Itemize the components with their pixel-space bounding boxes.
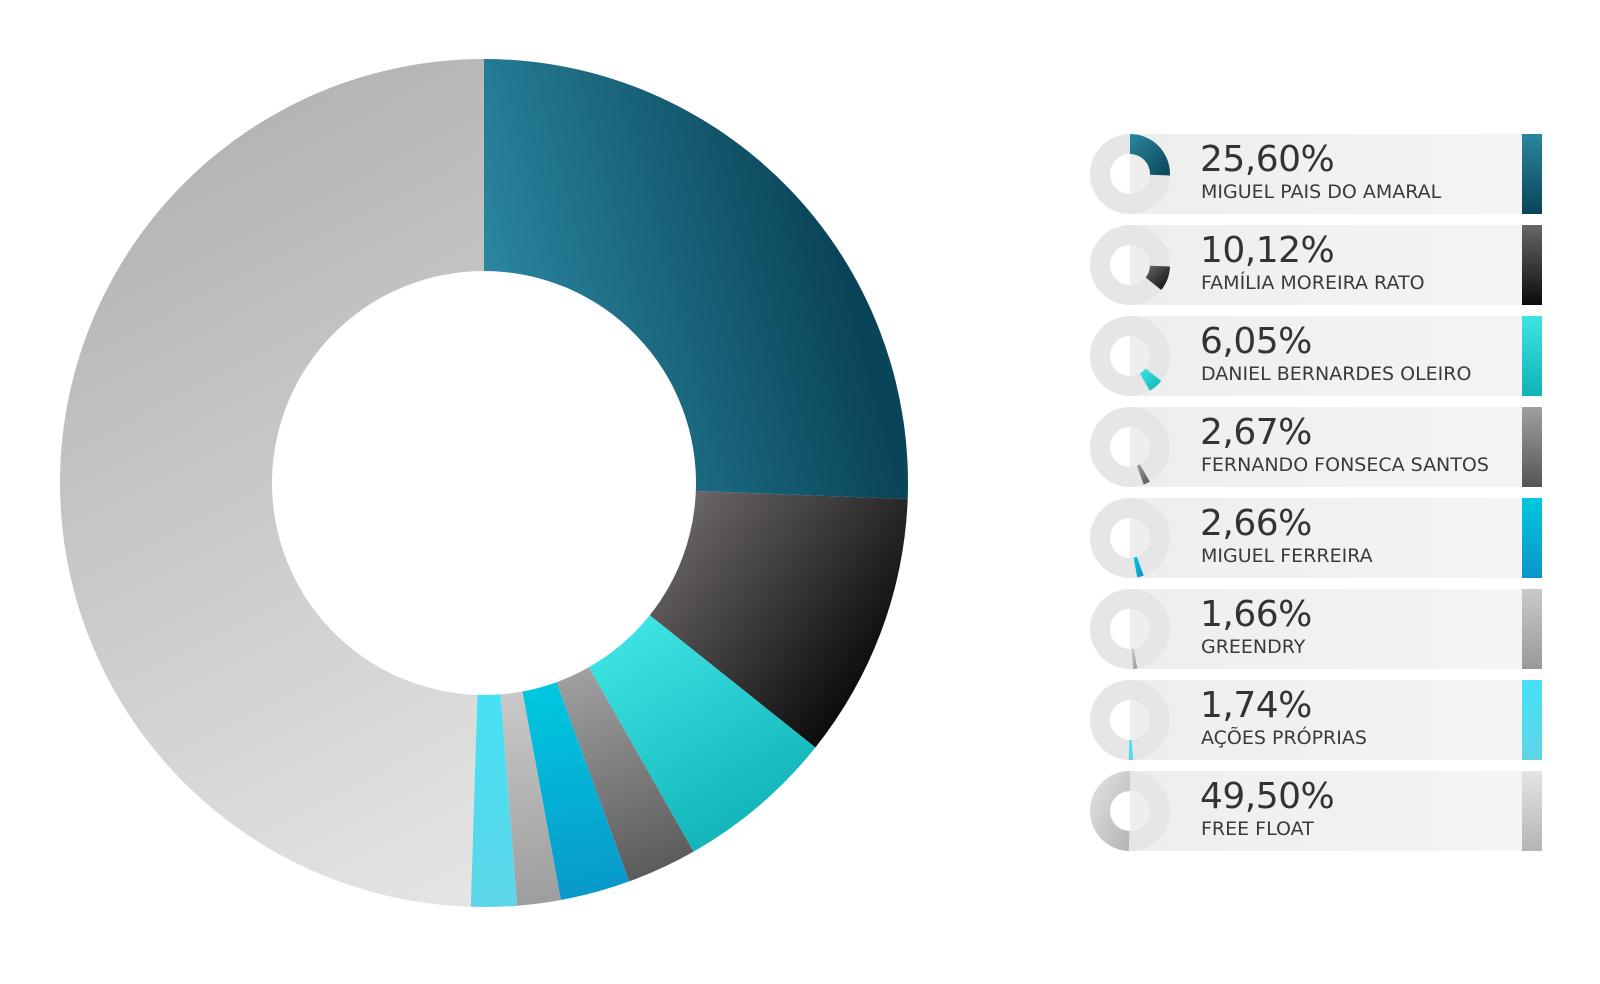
donut-slice-4 (556, 667, 694, 882)
legend-label: DANIEL BERNARDES OLEIRO (1201, 363, 1472, 385)
legend-swatch (1522, 316, 1542, 396)
legend: 25,60% MIGUEL PAIS DO AMARAL 10,12% FAMÍ… (1090, 134, 1542, 862)
legend-item: 2,66% MIGUEL FERREIRA (1090, 498, 1542, 578)
donut-slice-6 (500, 691, 561, 906)
legend-swatch (1522, 589, 1542, 669)
legend-swatch (1522, 407, 1542, 487)
legend-item: 25,60% MIGUEL PAIS DO AMARAL (1090, 134, 1542, 214)
legend-band (1130, 407, 1522, 487)
legend-ring-segment (1131, 648, 1138, 669)
legend-label: MIGUEL FERREIRA (1201, 545, 1373, 567)
legend-ring-segment (1145, 265, 1170, 290)
legend-ring-track (1090, 407, 1170, 487)
legend-mini-donut-icon (1090, 407, 1170, 487)
legend-label: GREENDRY (1201, 636, 1306, 658)
legend-ring-segment (1130, 134, 1170, 176)
legend-label: FREE FLOAT (1201, 818, 1314, 840)
legend-ring-segment (1139, 368, 1162, 391)
legend-band (1130, 225, 1522, 305)
legend-value: 1,74% (1200, 685, 1312, 726)
donut-slice-1 (484, 59, 909, 499)
legend-mini-donut-icon (1090, 771, 1170, 851)
legend-mini-donut-icon (1090, 225, 1170, 305)
donut-slice-7 (470, 694, 518, 907)
legend-mini-donut-icon (1090, 680, 1170, 760)
legend-swatch (1522, 498, 1542, 578)
legend-item: 1,74% AÇÕES PRÓPRIAS (1090, 680, 1542, 760)
legend-ring-segment (1133, 556, 1144, 578)
legend-value: 49,50% (1200, 776, 1335, 817)
legend-label: MIGUEL PAIS DO AMARAL (1201, 181, 1442, 203)
legend-mini-donut-icon (1090, 589, 1170, 669)
legend-label: FERNANDO FONSECA SANTOS (1201, 454, 1489, 476)
donut-slice-2 (649, 490, 908, 748)
legend-band (1130, 316, 1522, 396)
legend-swatch (1522, 225, 1542, 305)
legend-swatch (1522, 134, 1542, 214)
legend-ring-track (1090, 498, 1170, 578)
legend-value: 25,60% (1200, 139, 1335, 180)
donut-slice-5 (522, 682, 630, 900)
legend-item: 2,67% FERNANDO FONSECA SANTOS (1090, 407, 1542, 487)
legend-band (1130, 134, 1522, 214)
legend-ring-segment (1128, 739, 1134, 760)
legend-value: 6,05% (1200, 321, 1312, 362)
legend-value: 1,66% (1200, 594, 1312, 635)
legend-label: FAMÍLIA MOREIRA RATO (1201, 272, 1425, 294)
legend-item: 10,12% FAMÍLIA MOREIRA RATO (1090, 225, 1542, 305)
legend-band (1130, 680, 1522, 760)
legend-ring-track (1090, 316, 1170, 396)
legend-mini-donut-icon (1090, 316, 1170, 396)
legend-band (1130, 589, 1522, 669)
legend-mini-donut-icon (1090, 134, 1170, 214)
legend-value: 2,67% (1200, 412, 1312, 453)
legend-ring-track (1090, 225, 1170, 305)
legend-mini-donut-icon (1090, 498, 1170, 578)
legend-swatch (1522, 771, 1542, 851)
donut-slice-3 (588, 615, 816, 852)
legend-label: AÇÕES PRÓPRIAS (1201, 727, 1367, 749)
legend-item: 1,66% GREENDRY (1090, 589, 1542, 669)
donut-slice-8 (59, 59, 485, 907)
legend-band (1130, 771, 1522, 851)
legend-item: 49,50% FREE FLOAT (1090, 771, 1542, 851)
donut-slices (59, 59, 909, 907)
legend-ring-track (1090, 589, 1170, 669)
legend-value: 10,12% (1200, 230, 1335, 271)
legend-band (1130, 498, 1522, 578)
legend-ring-segment (1136, 464, 1150, 485)
legend-ring-segment (1090, 771, 1130, 851)
legend-swatch (1522, 680, 1542, 760)
legend-value: 2,66% (1200, 503, 1312, 544)
legend-item: 6,05% DANIEL BERNARDES OLEIRO (1090, 316, 1542, 396)
